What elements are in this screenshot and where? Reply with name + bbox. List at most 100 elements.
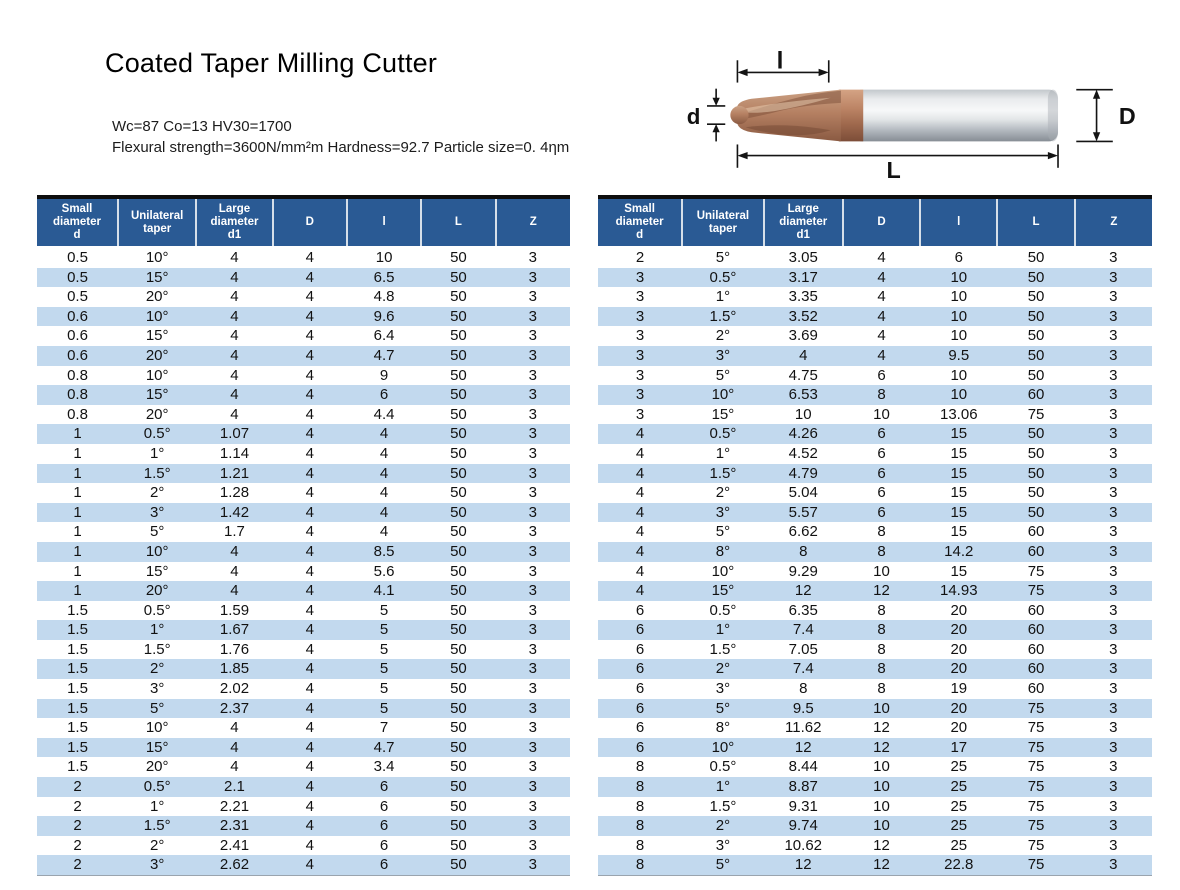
table-cell: 8 <box>877 523 886 541</box>
table-cell: 0.8 <box>67 366 88 384</box>
table-cell: 75 <box>1027 836 1045 854</box>
table-cell: 8.87 <box>788 778 818 796</box>
table-cell: 3° <box>715 503 731 521</box>
table-cell: 4.79 <box>788 464 818 482</box>
table-cell: 4 <box>305 484 314 502</box>
table-cell: 3 <box>1109 719 1118 737</box>
table-cell: 5° <box>715 699 731 717</box>
table-cell: 3 <box>1109 680 1118 698</box>
table-cell: 5.6 <box>373 562 395 580</box>
table-cell: 4 <box>635 503 645 521</box>
dimension-small-diameter <box>707 88 726 142</box>
table-cell: 0.5° <box>143 601 171 619</box>
table-cell: 4.7 <box>373 346 395 364</box>
table-cell: 12 <box>873 856 890 874</box>
table-cell: 1° <box>715 621 731 639</box>
table-row: 3 1.5° 3.52 4 10 50 3 <box>598 306 1152 327</box>
table-cell: 6 <box>877 484 886 502</box>
table-cell: 4 <box>877 307 886 325</box>
table-cell: 3 <box>1109 464 1118 482</box>
table-cell: 3 <box>1109 836 1118 854</box>
table-cell: 3 <box>1109 405 1118 423</box>
table-cell: 1 <box>73 464 82 482</box>
table-cell: 3 <box>528 836 537 854</box>
table-cell: 4 <box>305 699 314 717</box>
table-cell: 7.05 <box>788 640 818 658</box>
dimension-shank-diameter <box>1076 88 1113 143</box>
column-header: Unilateral taper <box>118 197 198 248</box>
table-cell: 4 <box>305 307 314 325</box>
table-cell: 4 <box>305 366 314 384</box>
table-cell: 1.5° <box>709 307 737 325</box>
table-cell: 1° <box>150 797 165 815</box>
table-cell: 3 <box>1109 738 1118 756</box>
table-cell: 0.5 <box>67 268 88 286</box>
table-cell: 5.04 <box>788 484 818 502</box>
table-cell: 1 <box>73 562 82 580</box>
table-cell: 4 <box>230 307 239 325</box>
table-cell: 50 <box>1027 464 1045 482</box>
table-row: 0.6 15° 4 4 6.4 50 3 <box>37 326 570 346</box>
table-cell: 1.5 <box>67 621 88 639</box>
table-cell: 1.67 <box>219 621 250 639</box>
table-row: 0.8 15° 4 4 6 50 3 <box>37 385 570 405</box>
table-cell: 3° <box>715 680 731 698</box>
table-cell: 2 <box>73 836 82 854</box>
table-row: 1.5 5° 2.37 4 5 50 3 <box>37 698 570 719</box>
table-cell: 10 <box>950 366 968 384</box>
table-cell: 3 <box>1109 386 1118 404</box>
table-cell: 4 <box>305 346 314 364</box>
table-cell: 4 <box>230 288 239 306</box>
table-cell: 6 <box>635 601 645 619</box>
table-cell: 9.74 <box>788 817 818 835</box>
table-cell: 1.42 <box>219 503 250 521</box>
table-cell: 20° <box>145 582 169 600</box>
column-header: Z <box>495 197 570 248</box>
table-cell: 50 <box>1027 425 1045 443</box>
table-cell: 25 <box>950 778 968 796</box>
table-cell: 2.02 <box>219 680 250 698</box>
table-cell: 6.62 <box>788 523 818 541</box>
table-cell: 15° <box>145 386 169 404</box>
column-header: Z <box>1074 197 1152 248</box>
table-row: 1.5 15° 4 4 4.7 50 3 <box>37 737 570 758</box>
table-cell: 25 <box>950 836 968 854</box>
table-cell: 50 <box>450 562 467 580</box>
table-cell: 6 <box>379 817 389 835</box>
table-cell: 20 <box>950 621 968 639</box>
table-cell: 5° <box>715 249 731 266</box>
table-cell: 2° <box>150 484 165 502</box>
table-cell: 4 <box>877 346 886 364</box>
table-cell: 60 <box>1027 542 1045 560</box>
table-cell: 5° <box>150 523 165 541</box>
table-row: 0.8 10° 4 4 9 50 3 <box>37 366 570 386</box>
table-cell: 50 <box>450 288 467 306</box>
table-cell: 60 <box>1027 680 1045 698</box>
table-cell: 20 <box>950 719 968 737</box>
table-cell: 3° <box>715 346 731 364</box>
table-cell: 4 <box>305 758 314 776</box>
table-cell: 0.6 <box>67 327 88 345</box>
table-cell: 6.5 <box>373 268 395 286</box>
table-row: 1 3° 1.42 4 4 50 3 <box>37 502 570 523</box>
table-cell: 20° <box>145 405 169 423</box>
table-cell: 3 <box>1109 621 1118 639</box>
table-cell: 15 <box>950 484 968 502</box>
table-cell: 50 <box>450 640 467 658</box>
table-cell: 3 <box>1109 307 1118 325</box>
table-row: 3 5° 4.75 6 10 50 3 <box>598 366 1152 386</box>
table-row: 2 2° 2.41 4 6 50 3 <box>37 836 570 856</box>
table-cell: 4 <box>635 582 645 600</box>
table-cell: 60 <box>1027 601 1045 619</box>
table-cell: 0.8 <box>67 386 88 404</box>
table-cell: 3 <box>1109 699 1118 717</box>
table-cell: 12 <box>873 582 890 600</box>
table-cell: 50 <box>450 621 467 639</box>
table-cell: 50 <box>450 699 467 717</box>
table-cell: 4 <box>305 660 314 678</box>
table-cell: 4 <box>305 444 314 462</box>
table-cell: 3 <box>528 738 537 756</box>
column-header: Small diameter d <box>598 197 684 248</box>
table-cell: 8 <box>799 680 808 698</box>
table-cell: 3.69 <box>788 327 818 345</box>
